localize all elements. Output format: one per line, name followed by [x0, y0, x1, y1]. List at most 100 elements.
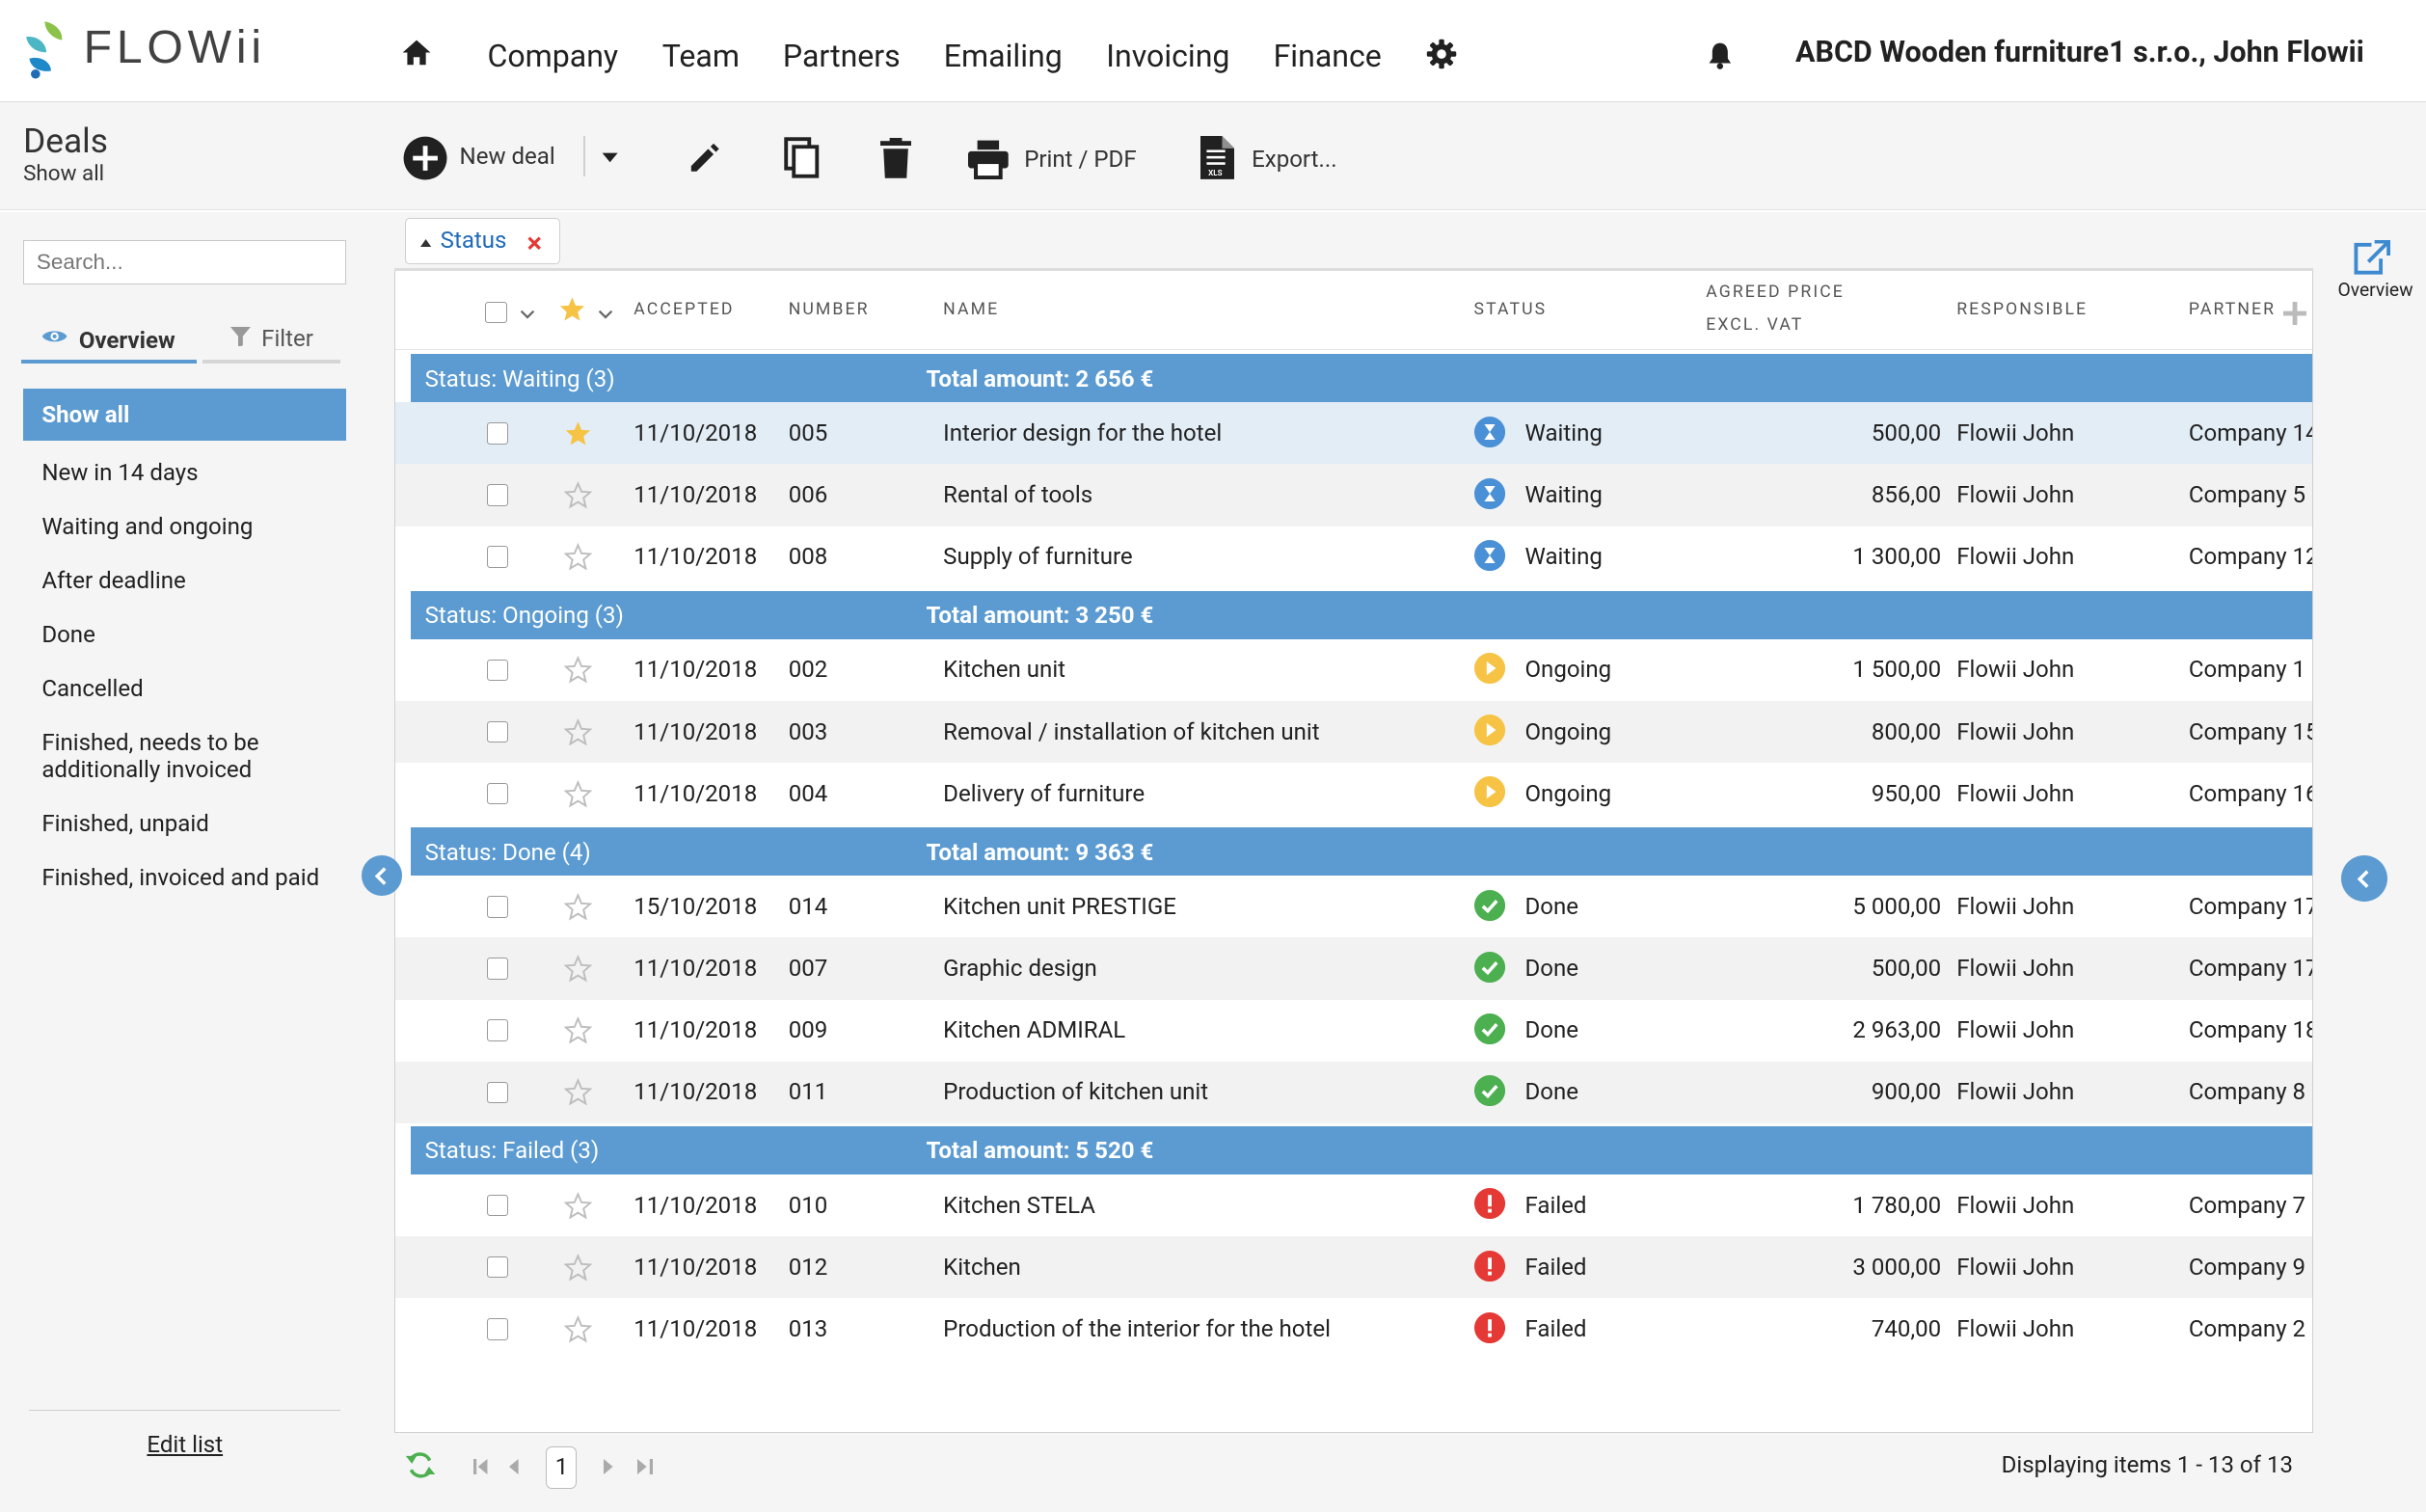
search-input[interactable] [23, 239, 347, 285]
row-checkbox[interactable] [486, 1318, 509, 1340]
group-header[interactable]: Status: Failed (3) Total amount: 5 520 € [411, 1126, 2312, 1174]
sidebar-item-finished-invoiced-paid[interactable]: Finished, invoiced and paid [41, 863, 320, 891]
star-outline-icon[interactable] [564, 1078, 592, 1106]
col-accepted[interactable]: ACCEPTED [633, 299, 735, 319]
cell-name[interactable]: Kitchen unit PRESTIGE [943, 892, 1176, 920]
cell-name[interactable]: Production of kitchen unit [943, 1078, 1209, 1106]
star-outline-icon[interactable] [564, 717, 592, 746]
nav-team[interactable]: Team [661, 37, 740, 74]
table-row[interactable]: 11/10/2018 011 Production of kitchen uni… [395, 1061, 2312, 1123]
trash-icon[interactable] [880, 137, 912, 178]
select-dropdown-chevron-icon[interactable] [520, 310, 535, 319]
sidebar-item-show-all[interactable]: Show all [23, 388, 347, 442]
app-logo-text[interactable]: FLOWii [83, 20, 266, 73]
last-page-icon[interactable] [637, 1459, 654, 1475]
star-outline-icon[interactable] [564, 1253, 592, 1282]
sidebar-item-done[interactable]: Done [41, 621, 95, 649]
nav-finance[interactable]: Finance [1273, 37, 1382, 74]
cell-name[interactable]: Removal / installation of kitchen unit [943, 717, 1320, 745]
first-page-icon[interactable] [472, 1459, 489, 1475]
group-header[interactable]: Status: Done (4) Total amount: 9 363 € [411, 827, 2312, 877]
row-checkbox[interactable] [486, 484, 509, 506]
cell-name[interactable]: Delivery of furniture [943, 779, 1146, 807]
row-checkbox[interactable] [486, 1256, 509, 1279]
col-name[interactable]: NAME [943, 299, 1000, 319]
overview-panel-button[interactable]: Overview [2333, 237, 2426, 306]
company-user-name[interactable]: ABCD Wooden furniture1 s.r.o., John Flow… [1795, 35, 2364, 69]
edit-pencil-icon[interactable] [687, 139, 724, 176]
row-checkbox[interactable] [486, 958, 509, 980]
star-outline-icon[interactable] [564, 656, 592, 684]
expand-right-panel-button[interactable] [2340, 855, 2387, 903]
col-status[interactable]: STATUS [1473, 299, 1548, 319]
nav-company[interactable]: Company [487, 37, 619, 74]
sidebar-item-finished-needs-invoicing[interactable]: Finished, needs to be additionally invoi… [41, 729, 259, 783]
table-row[interactable]: 11/10/2018 005 Interior design for the h… [395, 402, 2312, 465]
row-checkbox[interactable] [486, 546, 509, 568]
prev-page-icon[interactable] [508, 1459, 520, 1475]
row-checkbox[interactable] [486, 1194, 509, 1217]
nav-partners[interactable]: Partners [782, 37, 901, 74]
sidebar-item-after-deadline[interactable]: After deadline [41, 566, 186, 594]
col-responsible[interactable]: RESPONSIBLE [1956, 299, 2089, 319]
row-checkbox[interactable] [486, 720, 509, 743]
table-row[interactable]: 11/10/2018 004 Delivery of furniture Ong… [395, 763, 2312, 824]
col-agreed-price[interactable]: AGREED PRICE [1706, 283, 1845, 303]
table-row[interactable]: 11/10/2018 002 Kitchen unit Ongoing 1 50… [395, 639, 2312, 701]
row-checkbox[interactable] [486, 782, 509, 805]
table-row[interactable]: 11/10/2018 012 Kitchen Failed 3 000,00 F… [395, 1236, 2312, 1299]
col-number[interactable]: NUMBER [788, 299, 870, 319]
table-row[interactable]: 11/10/2018 003 Removal / installation of… [395, 700, 2312, 764]
current-page-button[interactable]: 1 [546, 1446, 578, 1489]
nav-emailing[interactable]: Emailing [943, 37, 1063, 74]
star-filled-icon[interactable] [564, 419, 592, 447]
row-checkbox[interactable] [486, 1081, 509, 1104]
row-checkbox[interactable] [486, 1019, 509, 1041]
tab-filter[interactable]: Filter [202, 314, 340, 364]
group-header[interactable]: Status: Ongoing (3) Total amount: 3 250 … [411, 590, 2312, 639]
col-partner[interactable]: PARTNER [2188, 299, 2277, 319]
star-outline-icon[interactable] [564, 481, 592, 509]
sidebar-item-cancelled[interactable]: Cancelled [41, 675, 144, 703]
cell-name[interactable]: Kitchen [943, 1253, 1021, 1281]
col-excl-vat[interactable]: EXCL. VAT [1706, 314, 1804, 335]
new-deal-dropdown-icon[interactable] [601, 151, 619, 164]
cell-name[interactable]: Supply of furniture [943, 543, 1133, 571]
star-outline-icon[interactable] [564, 779, 592, 808]
cell-name[interactable]: Graphic design [943, 955, 1097, 983]
remove-filter-icon[interactable] [527, 236, 541, 250]
sidebar-item-finished-unpaid[interactable]: Finished, unpaid [41, 809, 209, 837]
row-checkbox[interactable] [486, 896, 509, 918]
sidebar-item-waiting-and-ongoing[interactable]: Waiting and ongoing [41, 512, 254, 540]
cell-name[interactable]: Kitchen ADMIRAL [943, 1016, 1126, 1044]
cell-name[interactable]: Kitchen unit [943, 656, 1066, 684]
print-pdf-button[interactable]: Print / PDF [968, 139, 1154, 180]
add-column-plus-icon[interactable] [2282, 301, 2306, 325]
nav-invoicing[interactable]: Invoicing [1106, 37, 1230, 74]
edit-list-link[interactable]: Edit list [147, 1431, 224, 1459]
cell-name[interactable]: Production of the interior for the hotel [943, 1314, 1331, 1342]
star-dropdown-chevron-icon[interactable] [598, 310, 613, 319]
star-outline-icon[interactable] [564, 1191, 592, 1220]
table-row[interactable]: 11/10/2018 009 Kitchen ADMIRAL Done 2 96… [395, 1000, 2312, 1062]
star-header-icon[interactable] [558, 295, 586, 323]
copy-icon[interactable] [783, 136, 821, 179]
collapse-sidebar-button[interactable] [362, 855, 403, 897]
table-row[interactable]: 11/10/2018 007 Graphic design Done 500,0… [395, 937, 2312, 1000]
star-outline-icon[interactable] [564, 543, 592, 571]
star-outline-icon[interactable] [564, 1016, 592, 1044]
table-row[interactable]: 11/10/2018 013 Production of the interio… [395, 1298, 2312, 1360]
sidebar-item-new-in-14-days[interactable]: New in 14 days [41, 458, 199, 486]
export-button[interactable]: XLS Export... [1200, 136, 1355, 182]
row-checkbox[interactable] [486, 422, 509, 445]
status-filter-chip[interactable]: Status [405, 218, 560, 265]
tab-overview[interactable]: Overview [21, 314, 197, 364]
table-row[interactable]: 11/10/2018 010 Kitchen STELA Failed 1 78… [395, 1174, 2312, 1236]
select-all-checkbox[interactable] [485, 301, 507, 324]
group-header[interactable]: Status: Waiting (3) Total amount: 2 656 … [411, 354, 2312, 403]
bell-icon[interactable] [1708, 41, 1733, 70]
home-icon[interactable] [401, 39, 432, 67]
next-page-icon[interactable] [603, 1459, 614, 1475]
cell-name[interactable]: Rental of tools [943, 481, 1093, 508]
star-outline-icon[interactable] [564, 955, 592, 983]
